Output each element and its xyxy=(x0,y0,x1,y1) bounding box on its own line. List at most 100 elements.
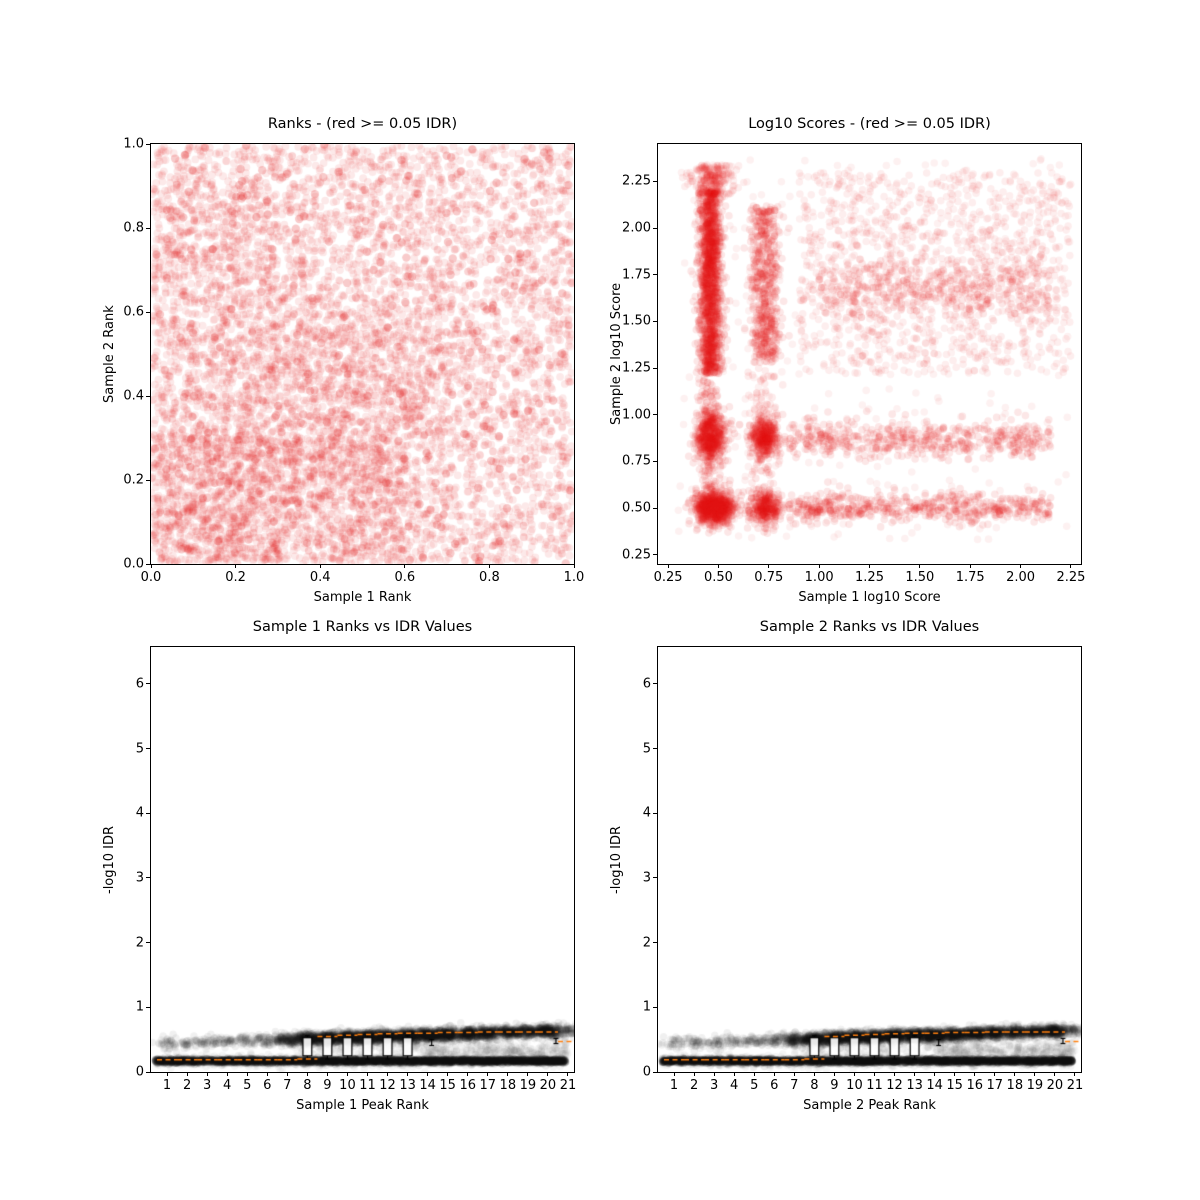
x-tick-label: 2 xyxy=(182,1078,192,1093)
y-tick-mark xyxy=(146,563,150,565)
x-tick-label: 14 xyxy=(419,1078,436,1093)
x-tick-label: 9 xyxy=(830,1078,839,1093)
scatter-plot-canvas xyxy=(151,647,574,1072)
y-tick-mark xyxy=(146,311,150,313)
y-tick-label: 0.2 xyxy=(123,472,144,488)
y-tick-mark xyxy=(653,1071,657,1073)
x-tick-mark xyxy=(934,1072,936,1076)
scatter-plot-canvas xyxy=(151,144,574,564)
y-tick-label: 5 xyxy=(642,741,651,757)
x-tick-label: 11 xyxy=(359,1078,376,1093)
x-tick-label: 8 xyxy=(303,1078,312,1093)
y-tick-label: 3 xyxy=(642,870,651,886)
x-tick-mark xyxy=(853,1072,855,1076)
x-tick-label: 12 xyxy=(379,1078,396,1093)
x-tick-label: 17 xyxy=(479,1078,497,1093)
y-tick-mark xyxy=(146,683,150,685)
y-tick-label: 4 xyxy=(642,805,651,821)
y-tick-mark xyxy=(653,460,657,462)
y-tick-mark xyxy=(653,942,657,944)
y-tick-mark xyxy=(146,479,150,481)
x-tick-label: 1.25 xyxy=(855,570,884,585)
x-tick-label: 3 xyxy=(709,1078,719,1093)
x-tick-mark xyxy=(326,1072,328,1076)
x-tick-mark xyxy=(818,564,820,568)
x-tick-mark xyxy=(246,1072,248,1076)
x-tick-label: 4 xyxy=(223,1078,232,1093)
y-tick-label: 0.8 xyxy=(123,220,144,236)
x-tick-mark xyxy=(994,1072,996,1076)
x-tick-label: 0.25 xyxy=(653,570,683,585)
x-tick-label: 14 xyxy=(926,1078,943,1093)
x-tick-label: 11 xyxy=(866,1078,883,1093)
x-tick-mark xyxy=(713,1072,715,1076)
x-tick-mark xyxy=(447,1072,449,1076)
y-tick-label: 0.6 xyxy=(123,304,144,320)
x-tick-mark xyxy=(673,1072,675,1076)
x-tick-label: 0.4 xyxy=(309,570,331,585)
y-tick-mark xyxy=(653,748,657,750)
x-tick-mark xyxy=(1070,564,1072,568)
x-tick-mark xyxy=(773,1072,775,1076)
x-tick-mark xyxy=(404,564,406,568)
subplot-sample2-idr: Sample 2 Ranks vs IDR Values -log10 IDR … xyxy=(609,619,1083,1113)
x-tick-label: 0.6 xyxy=(394,570,416,585)
x-tick-mark xyxy=(573,564,575,568)
x-tick-label: 19 xyxy=(1026,1078,1044,1093)
x-tick-label: 7 xyxy=(790,1078,799,1093)
x-tick-mark xyxy=(488,564,490,568)
y-tick-mark xyxy=(653,683,657,685)
y-tick-label: 0.4 xyxy=(123,388,144,404)
x-tick-mark xyxy=(693,1072,695,1076)
x-axis-label: Sample 1 Rank xyxy=(313,590,412,605)
x-tick-label: 8 xyxy=(810,1078,819,1093)
x-tick-mark xyxy=(1034,1072,1036,1076)
x-tick-label: 18 xyxy=(1006,1078,1024,1093)
y-tick-mark xyxy=(146,877,150,879)
y-tick-mark xyxy=(653,877,657,879)
x-tick-mark xyxy=(567,1072,569,1076)
x-tick-label: 10 xyxy=(339,1078,356,1093)
x-tick-mark xyxy=(507,1072,509,1076)
x-tick-mark xyxy=(833,1072,835,1076)
y-tick-mark xyxy=(653,414,657,416)
y-tick-label: 2.00 xyxy=(622,220,651,236)
x-tick-mark xyxy=(467,1072,469,1076)
y-tick-mark xyxy=(653,180,657,182)
x-tick-label: 17 xyxy=(986,1078,1004,1093)
x-tick-mark xyxy=(226,1072,228,1076)
y-tick-label: 2 xyxy=(642,935,651,951)
y-tick-label: 0.25 xyxy=(622,547,651,563)
y-tick-mark xyxy=(653,554,657,556)
plot-title: Ranks - (red >= 0.05 IDR) xyxy=(267,116,458,132)
x-tick-mark xyxy=(319,564,321,568)
x-tick-mark xyxy=(1020,564,1022,568)
y-tick-mark xyxy=(653,367,657,369)
y-tick-mark xyxy=(653,812,657,814)
y-tick-label: 0.50 xyxy=(622,500,651,516)
x-tick-mark xyxy=(235,564,237,568)
scatter-plot-canvas xyxy=(658,647,1081,1072)
y-tick-label: 2.25 xyxy=(622,173,651,189)
x-tick-mark xyxy=(768,564,770,568)
x-tick-mark xyxy=(1054,1072,1056,1076)
x-tick-label: 0.2 xyxy=(225,570,246,585)
y-tick-label: 0.0 xyxy=(123,556,144,572)
y-tick-label: 5 xyxy=(135,741,144,757)
x-tick-label: 16 xyxy=(966,1078,984,1093)
y-tick-mark xyxy=(653,1006,657,1008)
y-tick-label: 4 xyxy=(135,805,144,821)
x-tick-label: 21 xyxy=(559,1078,577,1093)
x-tick-label: 2.00 xyxy=(1006,570,1036,585)
x-tick-mark xyxy=(407,1072,409,1076)
x-tick-label: 13 xyxy=(399,1078,416,1093)
y-tick-label: 1.75 xyxy=(622,267,651,283)
x-tick-label: 1.75 xyxy=(955,570,985,585)
x-tick-label: 15 xyxy=(946,1078,963,1093)
x-tick-mark xyxy=(874,1072,875,1076)
x-tick-label: 6 xyxy=(770,1078,779,1093)
y-tick-label: 0 xyxy=(135,1064,144,1080)
x-tick-label: 1.50 xyxy=(905,570,935,585)
y-tick-label: 1 xyxy=(135,999,144,1015)
x-tick-label: 6 xyxy=(263,1078,272,1093)
